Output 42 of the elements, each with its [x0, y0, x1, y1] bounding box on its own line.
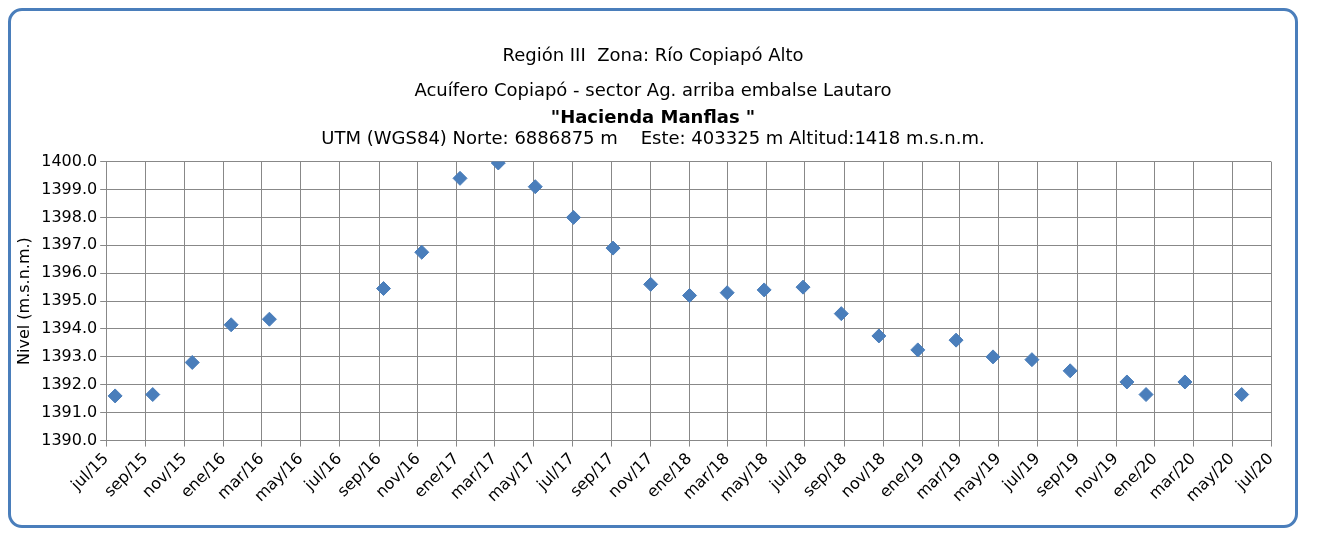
y-axis-title: Nivel (m.s.n.m.) — [13, 237, 33, 365]
y-tick-label: 1394.0 — [41, 318, 98, 338]
point — [605, 240, 621, 256]
point — [1177, 374, 1193, 390]
point — [414, 244, 430, 260]
chart-title: Región III Zona: Río Copiapó Alto Acuífero Copiapó - sector Ag. arriba embalse Lautaro — [413, 43, 893, 102]
point — [948, 332, 964, 348]
text: UTM (WGS84) Norte: 6886875 m Este: 403325 m Altitud:1418 m.s.n.m. — [320, 127, 986, 149]
y-tick-label: 1399.0 — [41, 178, 98, 198]
point — [376, 281, 392, 297]
point — [985, 349, 1001, 365]
y-tick-label: 1390.0 — [41, 429, 98, 449]
point — [871, 328, 887, 344]
point — [223, 317, 239, 333]
point — [184, 354, 200, 370]
point — [910, 342, 926, 358]
point — [1138, 387, 1154, 403]
point — [795, 279, 811, 295]
point — [1119, 374, 1135, 390]
point — [682, 288, 698, 303]
y-tick-label: 1391.0 — [41, 401, 98, 421]
y-tick-label: 1398.0 — [41, 206, 98, 226]
y-tick-label: 1396.0 — [41, 262, 98, 282]
point — [261, 311, 277, 327]
point — [643, 276, 659, 292]
y-tick-label: 1400.0 — [41, 150, 98, 170]
chart-subtitle: "Hacienda Manflas " — [549, 106, 757, 127]
point — [1234, 387, 1250, 403]
y-tick-label: 1395.0 — [41, 290, 98, 310]
point — [1024, 352, 1040, 368]
point — [527, 179, 543, 195]
point — [452, 170, 468, 186]
point — [756, 282, 772, 298]
point — [107, 388, 123, 404]
point — [566, 209, 582, 225]
point — [833, 306, 849, 322]
y-tick-label: 1393.0 — [41, 346, 98, 366]
y-tick-label: 1397.0 — [41, 234, 98, 254]
y-tick-label: 1392.0 — [41, 373, 98, 393]
point — [145, 387, 161, 403]
point — [719, 285, 735, 301]
point — [1062, 363, 1078, 379]
